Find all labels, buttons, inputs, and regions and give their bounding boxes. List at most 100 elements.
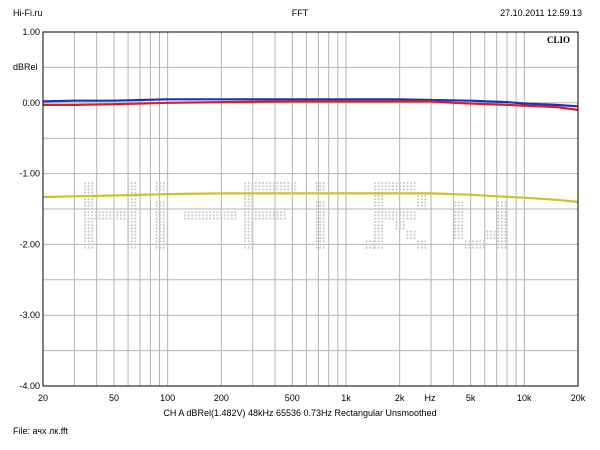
watermark-dot	[201, 217, 205, 220]
watermark-dot	[183, 211, 187, 214]
watermark-dot	[384, 188, 387, 191]
watermark-dot	[223, 214, 226, 217]
watermark-dot	[254, 217, 257, 220]
watermark-dot	[322, 233, 325, 236]
watermark-dot	[91, 243, 94, 246]
watermark-dot	[227, 211, 230, 214]
watermark-dot	[130, 233, 133, 236]
watermark-dot	[91, 201, 94, 204]
watermark-dot	[395, 220, 398, 223]
watermark-dot	[461, 220, 464, 223]
watermark-dot	[251, 181, 254, 185]
x-tick-label: 2k	[395, 393, 405, 403]
watermark-dot	[409, 233, 413, 236]
watermark-dot	[500, 240, 503, 243]
watermark-dot	[461, 214, 464, 217]
watermark-dot	[406, 214, 409, 217]
watermark-dot	[247, 243, 250, 246]
watermark-dot	[130, 230, 133, 233]
watermark-dot	[417, 201, 420, 204]
watermark-dot	[497, 220, 500, 223]
watermark-dot	[87, 198, 90, 201]
watermark-dot	[381, 181, 384, 185]
watermark-dot	[279, 181, 283, 185]
watermark-dot	[497, 224, 500, 227]
watermark-dot	[187, 211, 190, 214]
watermark-dot	[254, 188, 257, 191]
watermark-dot	[243, 246, 247, 249]
watermark-dot	[391, 185, 395, 188]
watermark-dot	[123, 214, 126, 217]
watermark-dot	[290, 181, 293, 185]
watermark-dot	[91, 204, 94, 207]
watermark-dot	[243, 237, 247, 240]
series-line-1	[42, 98, 579, 108]
watermark-dot	[373, 227, 377, 230]
watermark-dot	[500, 227, 503, 230]
watermark-dot	[269, 181, 272, 185]
watermark-dot	[365, 243, 368, 246]
watermark-dot	[251, 240, 254, 243]
watermark-dot	[247, 237, 250, 240]
watermark-dot	[409, 214, 413, 217]
watermark-dot	[457, 211, 460, 214]
watermark-dot	[91, 188, 94, 191]
watermark-dot	[243, 224, 247, 227]
watermark-dot	[87, 191, 90, 194]
watermark-dot	[457, 214, 460, 217]
watermark-dot	[497, 246, 500, 249]
watermark-dot	[162, 230, 165, 233]
watermark-dot	[265, 211, 268, 214]
watermark-dot	[497, 211, 500, 214]
watermark-dot	[243, 243, 247, 246]
watermark-dot	[134, 224, 137, 227]
watermark-dot	[377, 237, 380, 240]
watermark-dot	[377, 211, 380, 214]
watermark-dot	[373, 201, 377, 204]
watermark-dot	[247, 233, 250, 236]
watermark-dot	[247, 230, 250, 233]
watermark-dot	[216, 217, 219, 220]
watermark-dot	[134, 201, 137, 204]
watermark-dot	[269, 188, 272, 191]
watermark-dot	[91, 227, 94, 230]
watermark-dot	[127, 204, 130, 207]
watermark-dot	[381, 246, 384, 249]
watermark-dot	[319, 220, 322, 223]
watermark-dot	[155, 233, 158, 236]
watermark-dot	[130, 243, 133, 246]
plot-frame	[42, 31, 579, 387]
watermark-dot	[283, 211, 286, 214]
watermark-dot	[493, 233, 496, 236]
watermark-dot	[373, 185, 377, 188]
watermark-dot	[413, 214, 416, 217]
watermark-dot	[134, 211, 137, 214]
watermark-dot	[87, 227, 90, 230]
watermark-dot	[461, 233, 464, 236]
watermark-dot	[279, 185, 283, 188]
watermark-dot	[373, 194, 377, 198]
watermark-dot	[399, 224, 402, 227]
watermark-dot	[377, 233, 380, 236]
watermark-dot	[322, 237, 325, 240]
watermark-dot	[98, 214, 101, 217]
watermark-dot	[155, 211, 158, 214]
watermark-dot	[91, 230, 94, 233]
watermark-dot	[198, 217, 201, 220]
watermark-dot	[127, 217, 130, 220]
watermark-dot	[94, 214, 97, 217]
watermark-dot	[130, 214, 133, 217]
watermark-dot	[504, 214, 507, 217]
watermark-dot	[319, 181, 322, 185]
watermark-dot	[504, 201, 507, 204]
watermark-dot	[83, 191, 87, 194]
watermark-dot	[395, 211, 398, 214]
watermark-dot	[87, 207, 90, 210]
watermark-dot	[130, 246, 133, 249]
watermark-dot	[87, 246, 90, 249]
watermark-dot	[101, 214, 105, 217]
watermark-dot	[258, 214, 261, 217]
watermark-dot	[453, 224, 457, 227]
watermark-dot	[83, 243, 87, 246]
watermark-dot	[482, 240, 485, 243]
